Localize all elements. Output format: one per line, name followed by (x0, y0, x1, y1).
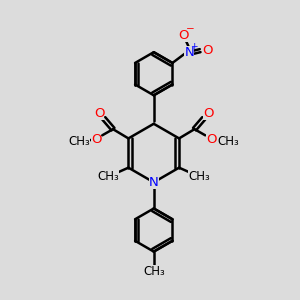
Text: O: O (203, 107, 214, 120)
Text: CH₃: CH₃ (143, 265, 165, 278)
Text: O: O (94, 107, 104, 120)
Text: N: N (184, 46, 194, 59)
Text: −: − (186, 24, 194, 34)
Text: O: O (178, 29, 188, 42)
Text: CH₃: CH₃ (188, 170, 210, 183)
Text: O: O (91, 134, 101, 146)
Text: +: + (190, 42, 198, 51)
Text: O: O (202, 44, 212, 57)
Text: N: N (149, 176, 159, 189)
Text: O: O (206, 134, 217, 146)
Text: CH₃: CH₃ (68, 135, 90, 148)
Text: CH₃: CH₃ (98, 170, 119, 183)
Text: CH₃: CH₃ (218, 135, 239, 148)
